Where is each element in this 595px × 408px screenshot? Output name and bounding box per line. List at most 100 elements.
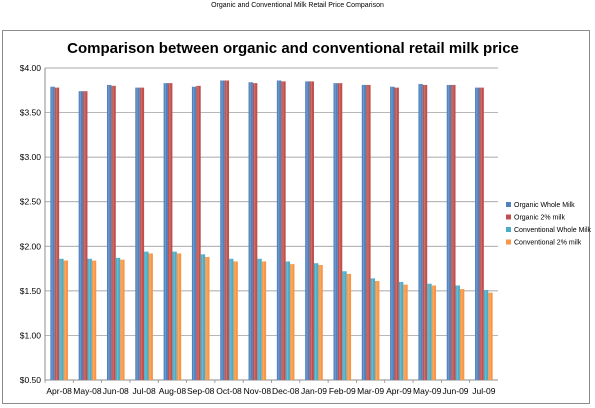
bar xyxy=(370,278,375,380)
bar xyxy=(233,261,238,380)
bar xyxy=(139,87,145,381)
x-tick-label: Apr-09 xyxy=(386,386,412,396)
bar xyxy=(261,261,267,380)
bar-highlight xyxy=(432,285,435,380)
legend: Organic Whole Milk Organic 2% milk Convent… xyxy=(506,202,591,247)
x-tick-label: Dec-08 xyxy=(272,386,300,396)
bar-highlight xyxy=(193,86,195,380)
bar xyxy=(276,80,282,381)
bar-highlight xyxy=(197,85,199,381)
bar-highlight xyxy=(338,83,341,380)
bar-highlight xyxy=(169,83,171,380)
bar xyxy=(200,254,206,380)
bar-highlight xyxy=(428,283,430,380)
y-tick-labels: $0.50 $1.00 $1.50 $2.00 $2.50 $3.00 $3.50 $4.00 xyxy=(20,63,42,385)
bar xyxy=(83,91,88,381)
bar-highlight xyxy=(456,285,458,380)
x-tick-label: Feb-09 xyxy=(329,386,356,396)
bar xyxy=(91,260,97,380)
bar-highlight xyxy=(234,261,236,380)
x-tick-label: Mar-09 xyxy=(357,386,384,396)
bar-highlight xyxy=(306,81,308,380)
bar xyxy=(446,84,452,381)
bar-highlight xyxy=(362,84,365,381)
x-tick-label: May-09 xyxy=(413,386,442,396)
bar-highlight xyxy=(461,289,463,380)
bar xyxy=(418,84,423,380)
bar xyxy=(305,81,310,380)
x-tick-label: Jul-09 xyxy=(472,386,495,396)
bar xyxy=(176,253,182,380)
bar xyxy=(135,87,140,381)
bar-highlight xyxy=(116,257,119,380)
bar-highlight xyxy=(376,281,378,380)
bar-highlight xyxy=(310,81,312,380)
bar xyxy=(220,80,225,381)
bar xyxy=(374,281,380,380)
bar xyxy=(475,87,480,381)
bar xyxy=(224,80,230,381)
bar-highlight xyxy=(484,289,487,380)
bar-highlight xyxy=(334,83,336,380)
bar-highlight xyxy=(423,84,426,381)
page-header: Organic and Conventional Milk Retail Pri… xyxy=(211,2,384,9)
bar-highlight xyxy=(258,258,260,380)
bar xyxy=(451,84,456,381)
x-tick-label: Jan-09 xyxy=(301,386,327,396)
legend-entry: Conventional Whole Milk xyxy=(514,227,591,234)
y-tick-label: $3.50 xyxy=(20,108,42,118)
bar-highlight xyxy=(84,91,86,381)
bar-highlight xyxy=(51,86,53,380)
bars xyxy=(50,80,493,381)
bar xyxy=(488,292,493,380)
bar-highlight xyxy=(64,260,66,380)
bar xyxy=(120,259,125,380)
bar-highlight xyxy=(343,271,345,380)
bar xyxy=(229,258,234,380)
milk-price-chart: Comparison between organic and conventio… xyxy=(20,40,591,396)
bar xyxy=(427,283,432,380)
bar-highlight xyxy=(121,259,123,380)
bar xyxy=(394,87,399,381)
x-tick-label: May-08 xyxy=(73,386,102,396)
bar xyxy=(366,84,371,381)
bar-highlight xyxy=(254,83,256,380)
bar-highlight xyxy=(400,281,402,380)
bar-highlight xyxy=(419,84,421,380)
x-tick-label: Oct-08 xyxy=(216,386,242,396)
x-tick-label: Apr-08 xyxy=(46,386,72,396)
bar xyxy=(398,281,404,380)
bar-highlight xyxy=(173,251,175,380)
x-tick-label: Sep-08 xyxy=(187,386,215,396)
chart-frame: Comparison between organic and conventio… xyxy=(2,30,591,404)
bar xyxy=(196,85,201,381)
bar xyxy=(248,82,253,381)
bar xyxy=(422,84,428,381)
bar-highlight xyxy=(262,261,265,380)
y-tick-label: $2.00 xyxy=(20,241,42,251)
bar xyxy=(342,271,347,380)
bar-highlight xyxy=(136,87,138,381)
bar-highlight xyxy=(206,256,208,380)
bar xyxy=(403,284,408,380)
bar-highlight xyxy=(319,265,321,380)
bar-highlight xyxy=(145,251,147,380)
x-tick-label: Jun-09 xyxy=(443,386,469,396)
bar xyxy=(257,258,262,380)
legend-swatch xyxy=(506,239,511,245)
bar-highlight xyxy=(447,84,450,381)
bar xyxy=(431,285,437,380)
x-tick-labels: Apr-08 May-08 Jun-08 Jul-08 Aug-08 Sep-08 Oct-… xyxy=(44,380,496,396)
bar xyxy=(309,81,314,380)
bar xyxy=(390,86,395,380)
bar-highlight xyxy=(177,253,180,380)
bar xyxy=(290,264,295,380)
bar-highlight xyxy=(108,84,110,381)
bar-highlight xyxy=(277,80,280,381)
bar-highlight xyxy=(249,82,251,381)
legend-swatch xyxy=(506,214,511,220)
bar xyxy=(144,251,149,380)
bar-highlight xyxy=(92,260,95,380)
bar xyxy=(479,87,484,381)
legend-swatch xyxy=(506,202,511,207)
